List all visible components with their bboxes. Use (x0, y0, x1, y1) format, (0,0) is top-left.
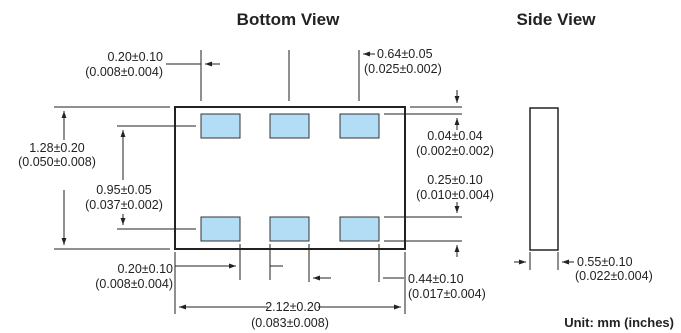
pad-edge-offset-bottom-mm: 0.20±0.10 (117, 262, 173, 276)
pad-edge-offset-top-in: (0.008±0.004) (85, 65, 163, 79)
pad-height-in: (0.010±0.004) (416, 188, 494, 202)
pad-top-center (269, 113, 310, 139)
dimension-pad-edge-offset-top: 0.20±0.10 (0.008±0.004) (85, 50, 220, 101)
package-body-side-view (529, 107, 559, 251)
unit-note: Unit: mm (inches) (564, 315, 674, 330)
pad-edge-offset-top-mm: 0.20±0.10 (107, 50, 163, 64)
pad-top-gap-in: (0.002±0.002) (416, 144, 494, 158)
dimension-pad-edge-offset-bottom: 0.20±0.10 (0.008±0.004) (95, 244, 283, 291)
pad-width-in: (0.025±0.002) (364, 62, 442, 76)
pad-row-pitch-mm: 0.95±0.05 (96, 183, 152, 197)
bottom-view-heading: Bottom View (237, 10, 340, 29)
side-view-heading: Side View (516, 10, 596, 29)
pad-bottom-center (269, 216, 310, 242)
body-length-mm: 2.12±0.20 (265, 300, 321, 314)
dimension-thickness: 0.55±0.10 (0.022±0.004) (514, 252, 653, 283)
body-height-in: (0.050±0.008) (18, 155, 96, 169)
pad-bottom-left (200, 216, 241, 242)
pad-width-mm: 0.64±0.05 (377, 47, 433, 61)
dimension-pad-spacing: 0.44±0.10 (0.017±0.004) (308, 244, 486, 301)
pad-edge-offset-bottom-in: (0.008±0.004) (95, 277, 173, 291)
pad-bottom-right (339, 216, 380, 242)
body-length-in: (0.083±0.008) (251, 316, 329, 330)
dimension-pad-row-pitch: 0.95±0.05 (0.037±0.002) (85, 125, 196, 230)
dimension-pad-width: 0.64±0.05 (0.025±0.002) (288, 47, 442, 101)
pad-top-right (339, 113, 380, 139)
pad-spacing-in: (0.017±0.004) (408, 287, 486, 301)
pad-spacing-mm: 0.44±0.10 (408, 272, 464, 286)
dimension-pad-top-gap: 0.04±0.04 (0.002±0.002) (384, 90, 494, 158)
pad-height-mm: 0.25±0.10 (427, 173, 483, 187)
dimension-body-height: 1.28±0.20 (0.050±0.008) (18, 106, 170, 250)
thickness-mm: 0.55±0.10 (577, 255, 633, 269)
pad-row-pitch-in: (0.037±0.002) (85, 198, 163, 212)
dimension-pad-height: 0.25±0.10 (0.010±0.004) (384, 173, 494, 257)
thickness-in: (0.022±0.004) (575, 269, 653, 283)
pad-top-gap-mm: 0.04±0.04 (427, 129, 483, 143)
body-height-mm: 1.28±0.20 (29, 141, 85, 155)
pad-top-left (200, 113, 241, 139)
dimension-body-length: 2.12±0.20 (0.083±0.008) (174, 252, 406, 330)
